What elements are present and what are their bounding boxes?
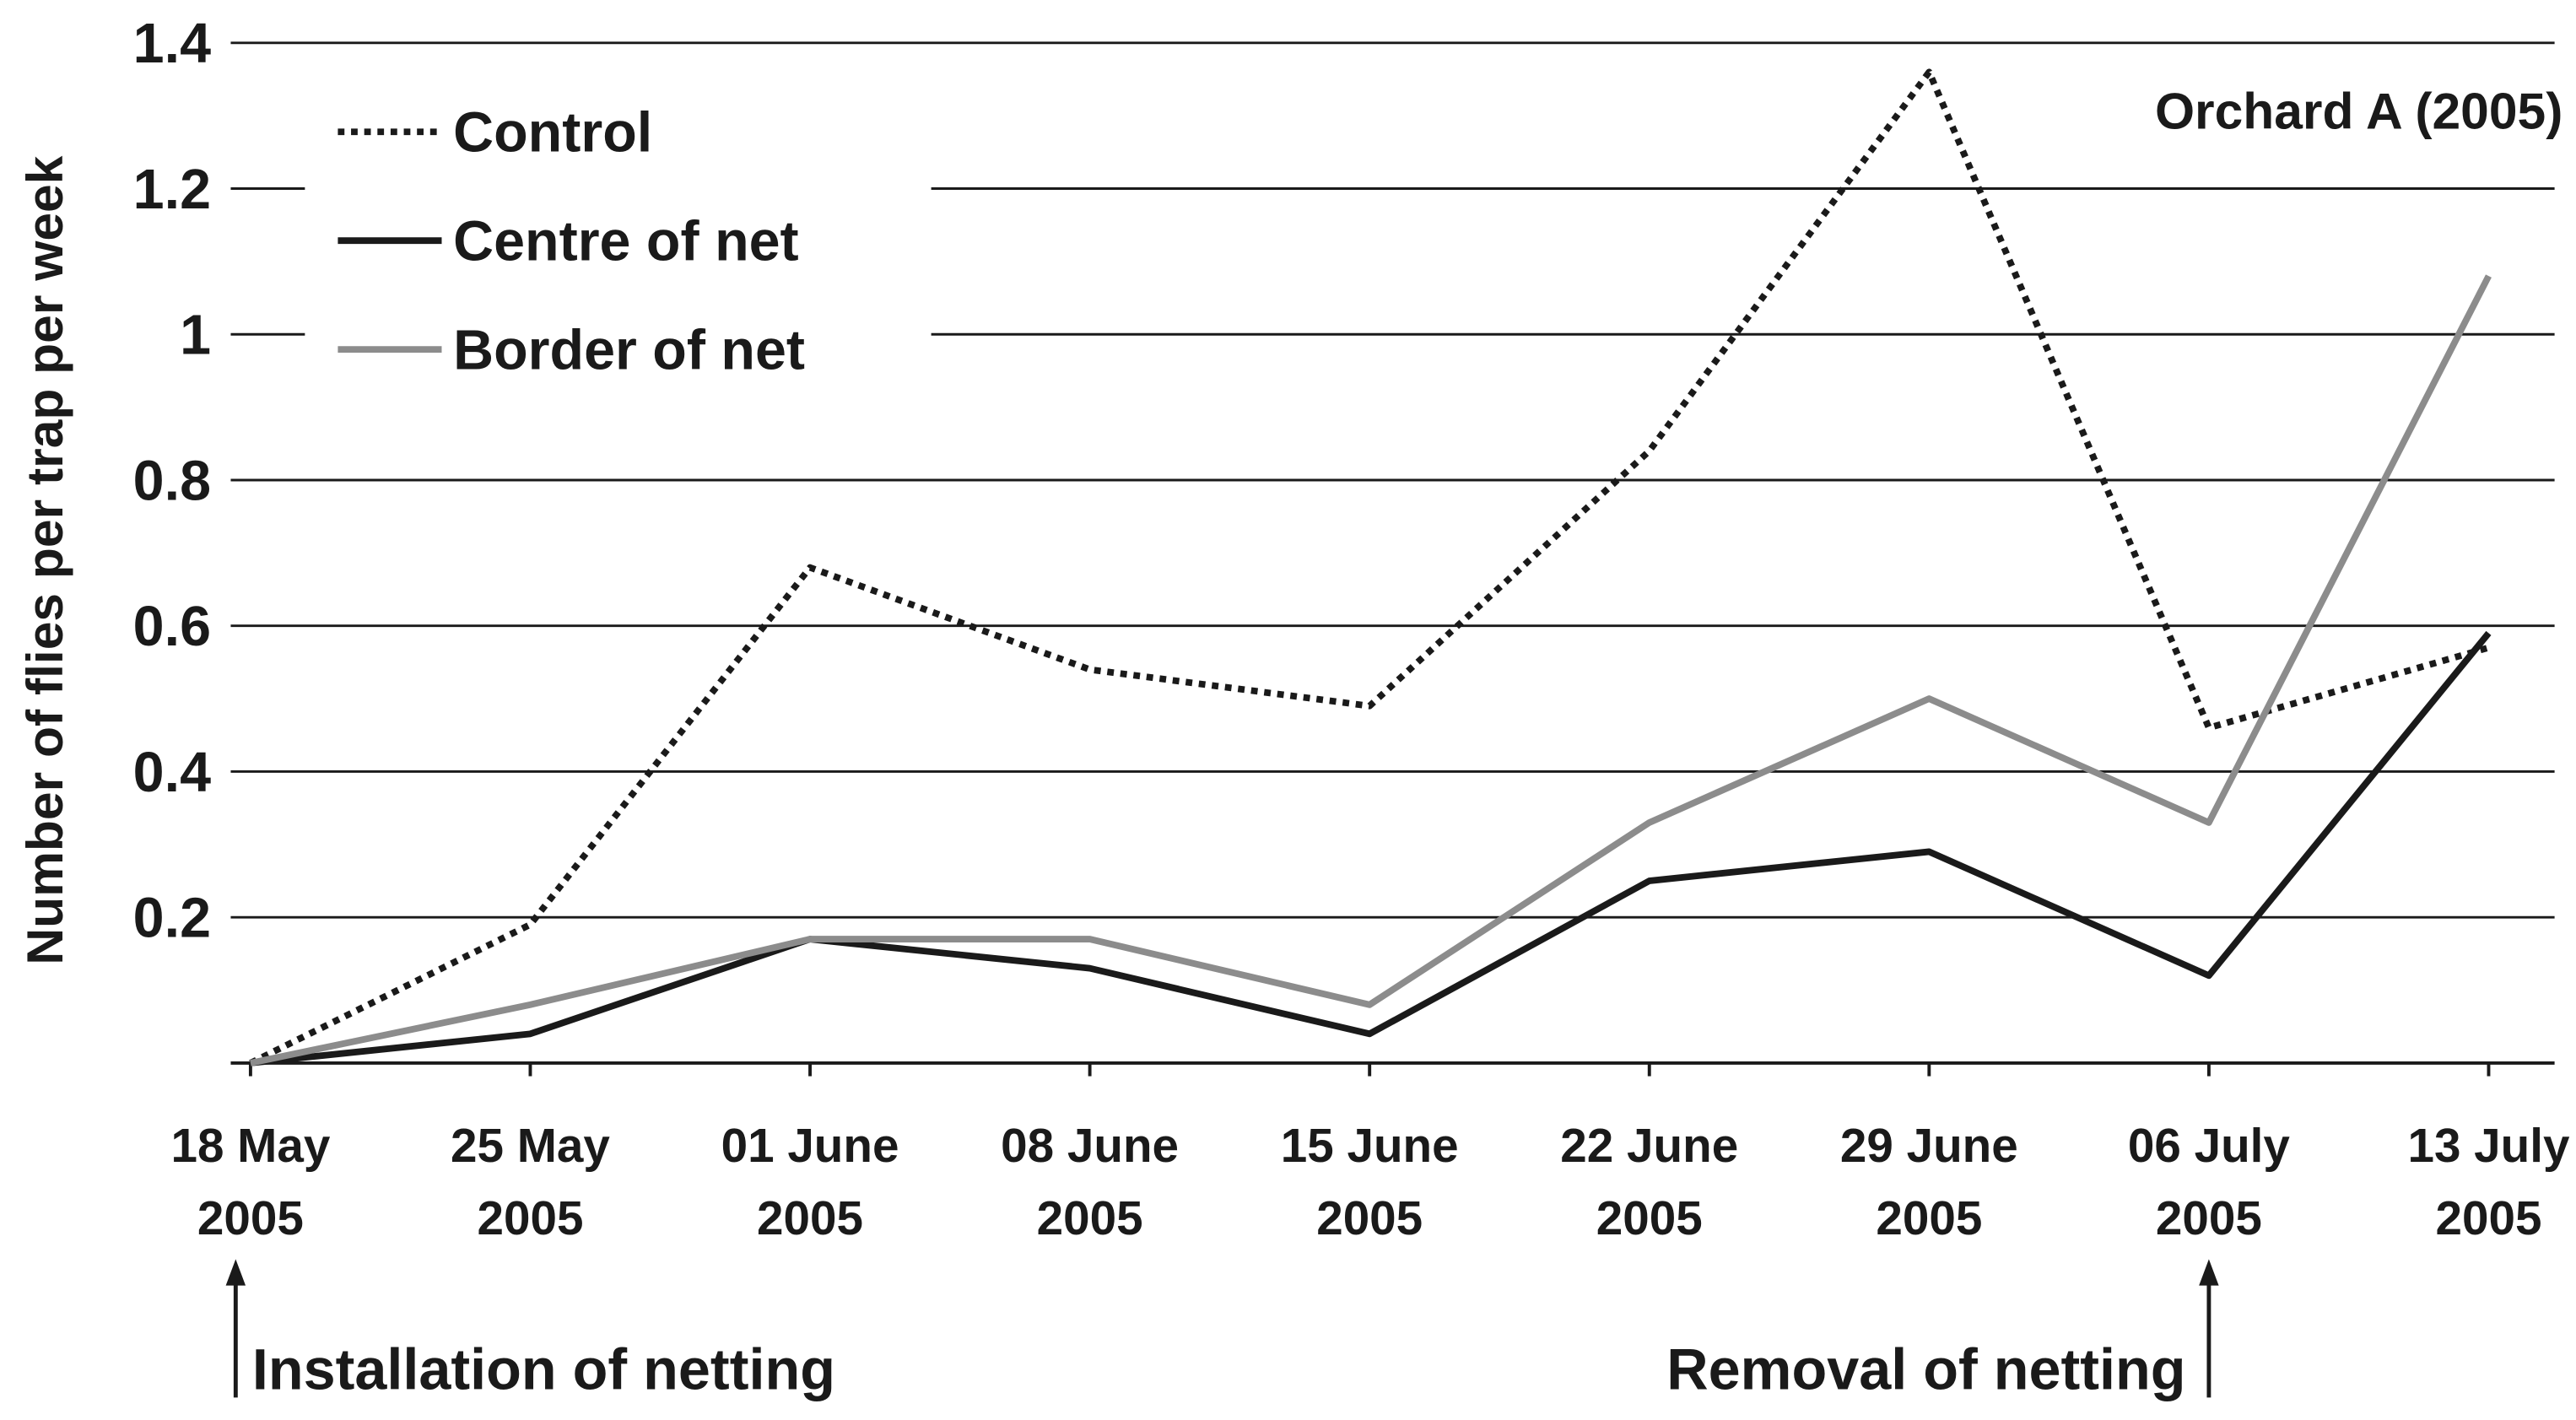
y-tick-label: 0.4 [133,742,211,804]
arrow-head [225,1259,246,1286]
x-tick-label-line: 2005 [2435,1192,2541,1245]
x-tick-label-line: 2005 [1596,1192,1703,1245]
x-tick-label-line: 01 June [721,1120,899,1173]
x-tick-label: 22 June 2005 [1560,1120,1738,1245]
legend-label: Control [453,102,652,165]
y-tick-label: 0.2 [133,888,211,950]
y-tick-label: 0.6 [133,596,211,658]
legend-label: Border of net [453,320,805,382]
x-tick-label-line: 2005 [477,1192,583,1245]
arrow-head [2199,1259,2219,1286]
x-tick-label-line: 2005 [1037,1192,1143,1245]
series-line [250,274,2492,1066]
x-tick-label: 06 July 2005 [2128,1120,2291,1245]
legend-label: Centre of net [453,211,799,273]
x-tick-label-line: 15 June [1281,1120,1459,1173]
annotation: Removal of netting [1666,1338,2185,1402]
x-tick-label: 01 June 2005 [721,1120,899,1245]
x-tick-label-line: 2005 [1876,1192,1982,1245]
x-tick-label: 29 June 2005 [1840,1120,2018,1245]
y-tick-label: 0.8 [133,450,211,512]
annotation: Installation of netting [252,1338,835,1402]
x-tick-label: 13 July 2005 [2407,1120,2570,1245]
x-tick-label-line: 06 July [2128,1120,2291,1173]
x-tick-label-line: 2005 [757,1192,863,1245]
y-tick-label: 1 [180,305,211,367]
x-tick-label: 15 June 2005 [1281,1120,1459,1245]
x-tick-label-line: 2005 [197,1192,304,1245]
x-tick-label-line: 29 June [1840,1120,2018,1173]
y-axis-label: Number of flies per trap per week [16,155,73,964]
x-tick-label: 25 May 2005 [451,1120,610,1245]
x-tick-label-line: 22 June [1560,1120,1738,1173]
x-tick-label: 08 June 2005 [1001,1120,1179,1245]
y-tick-label: 1.2 [133,159,211,221]
x-tick-label-line: 2005 [1316,1192,1423,1245]
x-tick-label-line: 13 July [2407,1120,2570,1173]
series-line [250,630,2492,1066]
x-tick-label-line: 25 May [451,1120,610,1173]
x-tick-label-line: 08 June [1001,1120,1179,1173]
series-line [249,68,2490,1066]
chart-title: Orchard A (2005) [2155,82,2562,139]
x-tick-label-line: 18 May [170,1120,330,1173]
x-tick-label-line: 2005 [2156,1192,2262,1245]
y-tick-label: 1.4 [133,13,211,75]
x-tick-label: 18 May 2005 [170,1120,330,1245]
